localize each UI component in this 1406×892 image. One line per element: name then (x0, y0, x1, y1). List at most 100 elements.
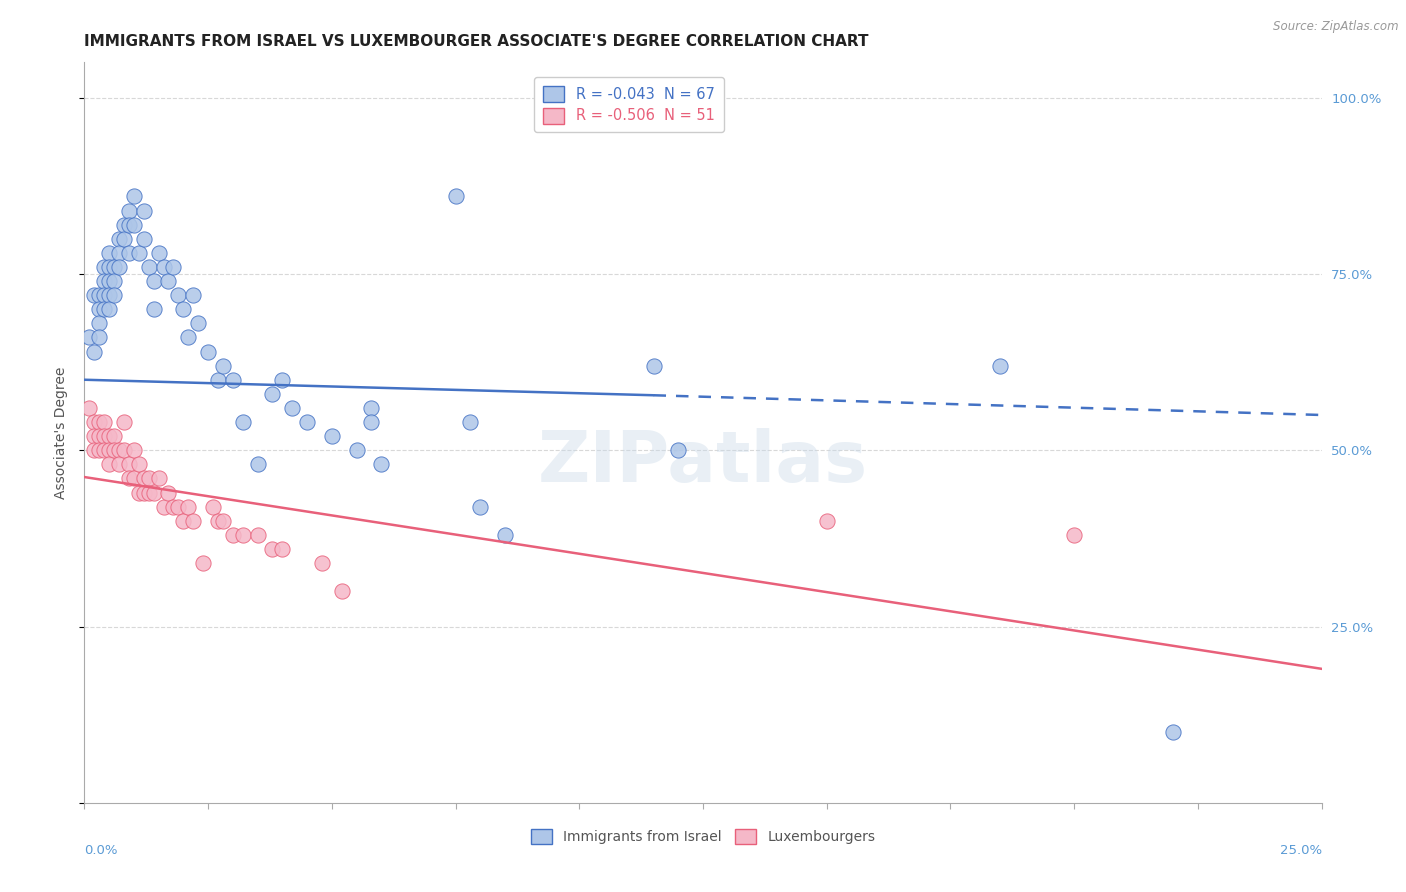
Point (103, 274, 125, 288)
Point (128, 245, 150, 260)
Point (98, 458, 121, 472)
Point (112, 415, 135, 429)
Point (281, 401, 304, 415)
Point (98, 429, 121, 443)
Point (142, 302, 165, 317)
Point (89, 415, 111, 429)
Point (98, 245, 121, 260)
Point (103, 288, 125, 302)
Point (118, 245, 141, 260)
Point (98, 443, 121, 458)
Point (262, 541, 284, 556)
Point (118, 458, 141, 472)
Point (460, 415, 482, 429)
Point (132, 203, 155, 218)
Point (128, 458, 150, 472)
Point (103, 443, 125, 458)
Point (83, 288, 105, 302)
Point (212, 359, 235, 373)
Point (93, 415, 115, 429)
Point (132, 485, 155, 500)
Point (108, 443, 131, 458)
Point (148, 471, 170, 485)
Point (666, 443, 689, 458)
Point (122, 189, 145, 203)
Point (122, 218, 145, 232)
Point (138, 260, 160, 274)
Point (79, 330, 101, 344)
Point (148, 245, 170, 260)
Point (98, 288, 121, 302)
Point (157, 274, 180, 288)
Point (93, 302, 115, 317)
Point (1063, 528, 1085, 542)
Point (177, 330, 200, 344)
Point (103, 429, 125, 443)
Point (162, 500, 184, 514)
Point (152, 260, 174, 274)
Point (181, 288, 204, 302)
Legend: Immigrants from Israel, Luxembourgers: Immigrants from Israel, Luxembourgers (524, 822, 882, 851)
Point (212, 514, 235, 528)
Point (83, 415, 105, 429)
Point (108, 245, 131, 260)
Point (83, 344, 105, 359)
Point (108, 260, 131, 274)
Text: ZIPatlas: ZIPatlas (538, 428, 868, 497)
Point (232, 415, 254, 429)
Point (118, 218, 141, 232)
Point (142, 485, 165, 500)
Point (177, 500, 200, 514)
Point (222, 373, 245, 387)
Point (262, 387, 284, 401)
Point (118, 471, 141, 485)
Point (330, 584, 353, 599)
Point (167, 288, 190, 302)
Point (167, 500, 190, 514)
Point (98, 302, 121, 317)
Point (643, 359, 665, 373)
Point (360, 401, 382, 415)
Point (181, 514, 204, 528)
Point (187, 316, 209, 330)
Point (83, 443, 105, 458)
Point (815, 514, 838, 528)
Point (311, 556, 333, 570)
Point (988, 359, 1011, 373)
Point (128, 485, 150, 500)
Text: 0.0%: 0.0% (84, 844, 118, 856)
Point (202, 500, 225, 514)
Point (321, 429, 343, 443)
Point (98, 274, 121, 288)
Point (122, 443, 145, 458)
Point (112, 232, 135, 246)
Point (112, 218, 135, 232)
Point (191, 556, 214, 570)
Point (197, 344, 219, 359)
Point (138, 471, 160, 485)
Point (295, 415, 318, 429)
Point (494, 528, 516, 542)
Point (89, 288, 111, 302)
Point (1161, 725, 1184, 739)
Point (207, 373, 229, 387)
Point (93, 443, 115, 458)
Point (444, 189, 467, 203)
Point (83, 429, 105, 443)
Point (89, 302, 111, 317)
Point (112, 443, 135, 458)
Point (122, 471, 145, 485)
Point (232, 528, 254, 542)
Point (132, 471, 155, 485)
Point (118, 203, 141, 218)
Point (207, 514, 229, 528)
Point (108, 232, 131, 246)
Point (157, 485, 180, 500)
Point (246, 458, 269, 472)
Point (89, 330, 111, 344)
Point (271, 541, 294, 556)
Point (246, 528, 269, 542)
Point (172, 514, 194, 528)
Point (346, 443, 368, 458)
Point (103, 260, 125, 274)
